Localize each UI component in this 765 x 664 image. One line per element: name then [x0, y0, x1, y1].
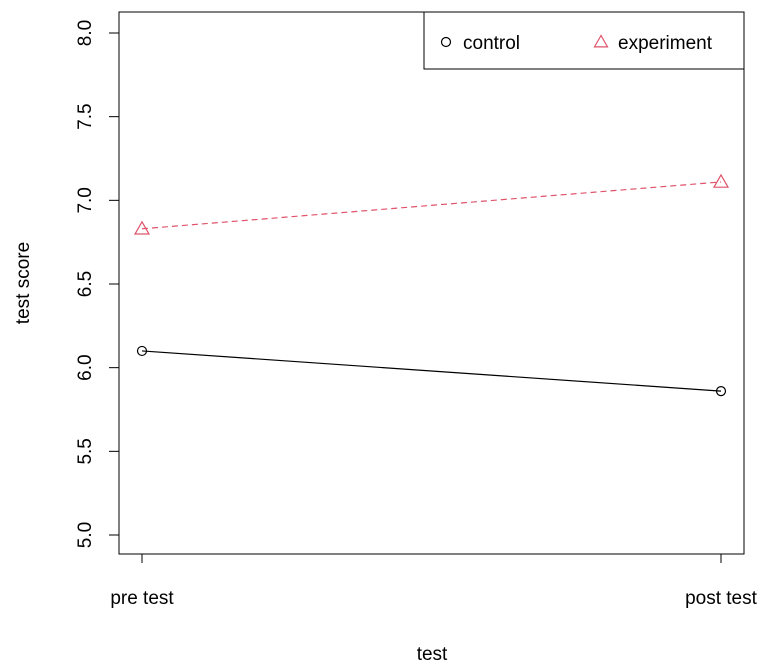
- legend-item-control: control: [440, 33, 520, 54]
- legend-marker-experiment: [593, 34, 609, 48]
- legend-label-experiment: experiment: [618, 33, 713, 54]
- experiment-line: [141, 181, 722, 230]
- series-control: [136, 345, 727, 397]
- y-tick-label: 6.5: [75, 271, 96, 297]
- control-point: [715, 385, 727, 397]
- series-experiment: [133, 173, 730, 235]
- y-tick-label: 5.5: [75, 438, 96, 464]
- y-tick-label: 8.0: [75, 20, 96, 46]
- x-axis-label: test: [417, 644, 448, 664]
- control-point: [136, 345, 148, 357]
- legend-marker-control: [440, 36, 452, 48]
- experiment-point: [133, 220, 151, 235]
- y-axis: 5.0 5.5 6.0 6.5 7.0 7.5 8.0: [75, 20, 119, 548]
- y-tick-label: 7.5: [75, 103, 96, 129]
- plot-frame: [118, 11, 745, 555]
- legend-label-control: control: [463, 33, 520, 54]
- legend: control experiment: [423, 11, 745, 70]
- legend-box: [423, 11, 745, 70]
- experiment-point: [712, 173, 730, 188]
- series-layer: [133, 173, 730, 397]
- legend-item-experiment: experiment: [593, 33, 713, 54]
- y-tick-label: 7.0: [75, 187, 96, 213]
- x-tick-label: post test: [685, 588, 758, 609]
- x-axis: pre test post test: [110, 554, 758, 609]
- control-line: [141, 350, 722, 392]
- y-tick-label: 5.0: [75, 522, 96, 548]
- y-axis-label: test score: [13, 242, 34, 324]
- y-tick-label: 6.0: [75, 354, 96, 380]
- x-tick-label: pre test: [110, 588, 174, 609]
